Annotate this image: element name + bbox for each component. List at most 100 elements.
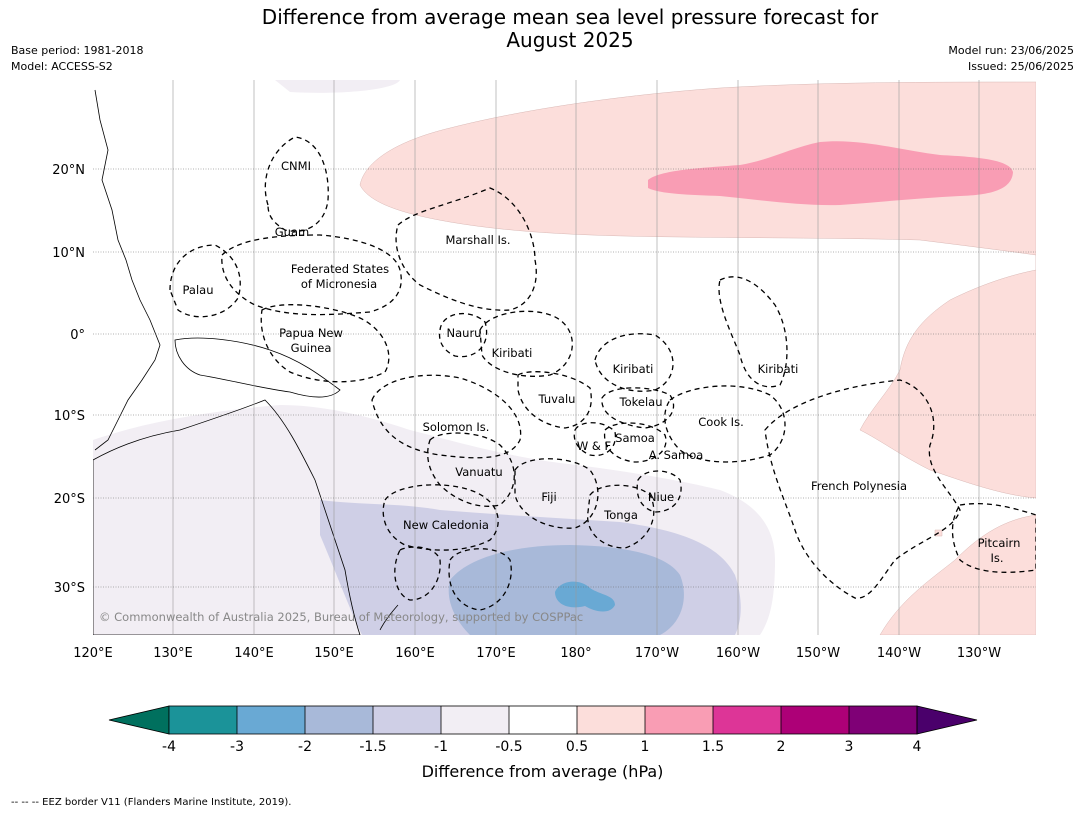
label-kiribati-east: Kiribati [758,362,799,376]
negative-anomaly-region-core [555,581,615,612]
label-marshall: Marshall Is. [445,233,510,247]
colorbar-cell-11 [849,706,917,734]
label-solomon: Solomon Is. [423,420,490,434]
eez-kiribati-west [479,310,573,377]
cbar-tick-0-5: 0.5 [566,739,588,755]
lat-tick-0: 0° [70,328,85,343]
label-png-line2: Guinea [291,341,332,355]
eez-tonga [587,484,655,549]
label-nauru: Nauru [447,326,482,340]
eez-pitcairn [951,503,1036,573]
label-niue: Niue [648,490,674,504]
cbar-tick-neg1: -1 [434,739,448,755]
label-kiribati-central: Kiribati [613,362,654,376]
eez-kiribati-central [594,333,674,392]
colorbar-cell-4 [373,706,441,734]
cbar-tick-neg2: -2 [298,739,312,755]
eez-samoa [603,422,667,463]
label-samoa: Samoa [615,431,655,445]
title-line-2: August 2025 [506,28,634,52]
colorbar-extension-high [916,705,978,735]
cbar-tick-3: 3 [845,739,854,755]
label-png-line1: Papua New [279,326,343,340]
eez-nauru [438,312,488,358]
copyright-notice: © Commonwealth of Australia 2025, Bureau… [99,610,583,624]
lon-tick-130w: 130°W [957,646,1001,661]
eez-kiribati-east [718,276,788,388]
label-pitcairn-line2: Is. [990,551,1003,565]
latitude-lines [93,168,1036,588]
eez-french-polynesia [764,379,961,599]
cbar-tick-neg0-5: -0.5 [495,739,522,755]
positive-anomaly-core [648,141,1013,206]
eez-marshall [395,187,537,311]
meta-right: Model run: 23/06/2025 Issued: 25/06/2025 [948,43,1074,75]
base-period-text: Base period: 1981-2018 [11,44,144,57]
lon-tick-170e: 170°E [476,646,516,661]
eez-lord-howe [394,546,441,601]
label-fsm-line1: Federated States [291,262,389,276]
lon-tick-180: 180° [560,646,591,661]
lat-tick-20s: 20°S [54,492,85,507]
cbar-tick-4: 4 [913,739,922,755]
chart-title: Difference from average mean sea level p… [0,6,1085,52]
map-plot-area: CNMI Guam Marshall Is. Federated States … [93,80,1036,635]
colorbar: -4 -3 -2 -1.5 -1 -0.5 0.5 1 1.5 2 3 4 [108,705,978,755]
lon-tick-140w: 140°W [877,646,921,661]
eez-cnmi [264,136,329,232]
place-labels: CNMI Guam Marshall Is. Federated States … [183,159,1021,565]
model-text: Model: ACCESS-S2 [11,60,113,73]
negative-anomaly-top-strip [275,80,400,93]
label-pitcairn-line1: Pitcairn [978,536,1021,550]
title-line-1: Difference from average mean sea level p… [261,5,879,29]
lon-tick-130e: 130°E [153,646,193,661]
eez-tokelau [601,387,675,429]
coastline-asia-philippines [94,89,161,451]
label-american-samoa: A. Samoa [649,448,704,462]
lon-tick-160w: 160°W [716,646,760,661]
model-run-text: Model run: 23/06/2025 [948,44,1074,57]
label-french-polynesia: French Polynesia [811,479,907,493]
cbar-tick-neg1-5: -1.5 [359,739,386,755]
eez-new-caledonia [382,484,499,551]
label-tokelau: Tokelau [619,395,663,409]
lon-tick-150w: 150°W [796,646,840,661]
label-cnmi: CNMI [281,159,311,173]
eez-niue [636,470,682,513]
lon-tick-120e: 120°E [73,646,113,661]
lon-tick-140e: 140°E [234,646,274,661]
label-cook-islands: Cook Is. [698,415,743,429]
label-wallis-futuna: W & F [577,439,611,453]
lat-tick-10s: 10°S [54,409,85,424]
eez-fsm [221,234,402,316]
label-palau: Palau [183,283,214,297]
colorbar-cell-8 [645,706,713,734]
lon-tick-160e: 160°E [395,646,435,661]
colorbar-cell-9 [713,706,781,734]
colorbar-extension-low [108,705,170,735]
colorbar-cell-1 [169,706,237,734]
graticule [172,80,980,635]
label-fiji: Fiji [541,490,556,504]
eez-wallis-futuna [573,422,617,457]
cbar-tick-neg3: -3 [230,739,244,755]
colorbar-cell-5 [441,706,509,734]
eez-png [260,304,390,383]
label-vanuatu: Vanuatu [455,465,502,479]
cbar-tick-neg4: -4 [162,739,176,755]
coastline-new-zealand [379,604,399,631]
positive-anomaly-region-southeast [879,514,1036,635]
colorbar-cell-2 [237,706,305,734]
cbar-tick-2: 2 [777,739,786,755]
longitude-tick-labels: 120°E 130°E 140°E 150°E 160°E 170°E 180°… [73,646,1001,661]
latitude-tick-labels: 20°N 10°N 0° 10°S 20°S 30°S [52,163,85,596]
lat-tick-20n: 20°N [52,163,85,178]
lat-tick-10n: 10°N [52,246,85,261]
issued-text: Issued: 25/06/2025 [967,60,1074,73]
colorbar-label: Difference from average (hPa) [421,762,664,781]
label-tonga: Tonga [603,508,638,522]
label-kiribati-west: Kiribati [492,346,533,360]
label-new-caledonia: New Caledonia [403,518,489,532]
cbar-tick-1: 1 [641,739,650,755]
